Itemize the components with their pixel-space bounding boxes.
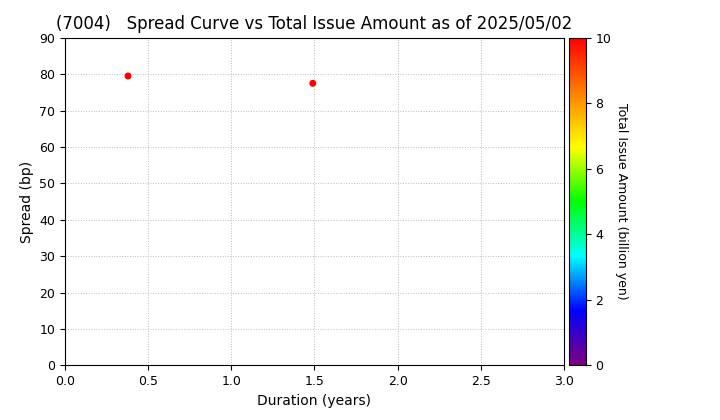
Point bbox=[122, 73, 134, 79]
Point bbox=[307, 80, 318, 87]
X-axis label: Duration (years): Duration (years) bbox=[258, 394, 372, 408]
Y-axis label: Spread (bp): Spread (bp) bbox=[19, 160, 34, 243]
Title: (7004)   Spread Curve vs Total Issue Amount as of 2025/05/02: (7004) Spread Curve vs Total Issue Amoun… bbox=[56, 16, 572, 34]
Y-axis label: Total Issue Amount (billion yen): Total Issue Amount (billion yen) bbox=[615, 103, 628, 300]
